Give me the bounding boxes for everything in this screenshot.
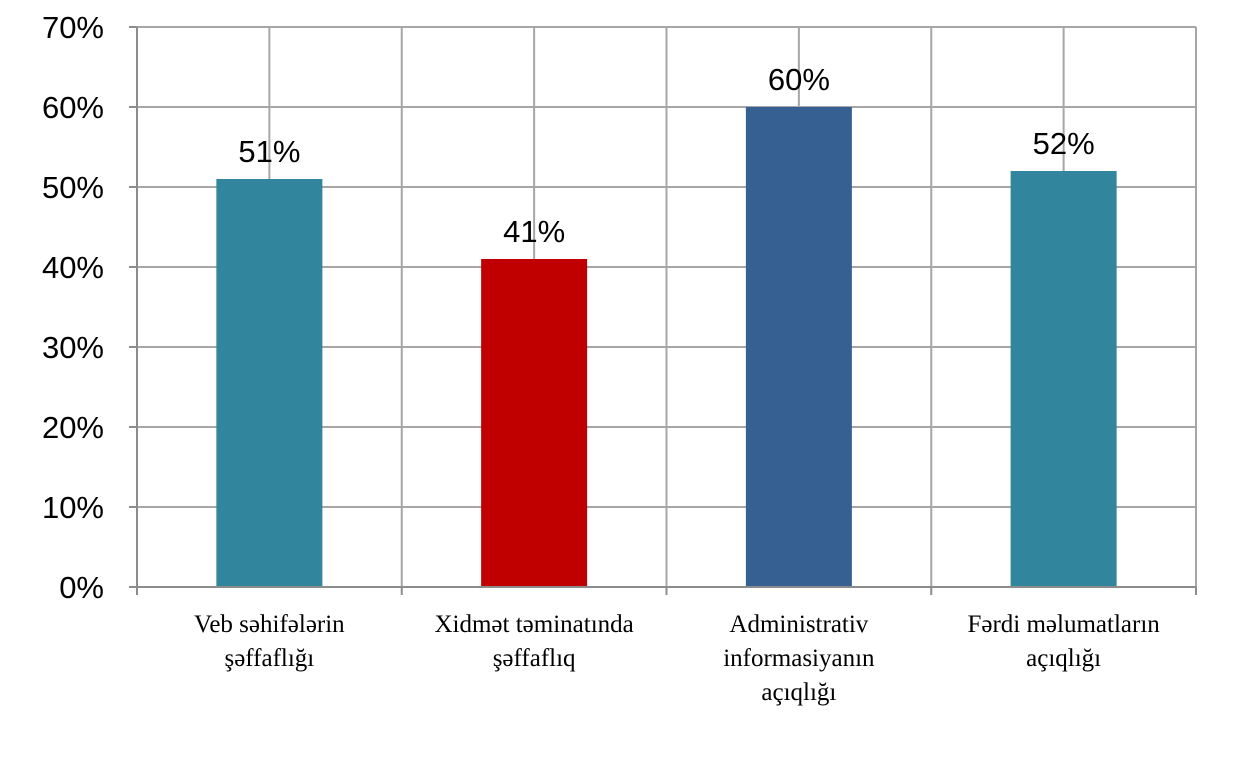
y-tick-label: 0% xyxy=(59,570,104,605)
y-tick-label: 70% xyxy=(42,10,104,45)
x-tick-label: açıqlığı xyxy=(761,679,836,706)
data-label: 41% xyxy=(503,214,565,249)
x-tick-label: şəffaflıq xyxy=(493,645,576,672)
x-tick-label: açıqlığı xyxy=(1026,645,1101,672)
bar xyxy=(745,107,852,587)
bar xyxy=(481,259,588,587)
x-tick-label: Fərdi məlumatların xyxy=(967,611,1160,638)
y-tick-label: 50% xyxy=(42,170,104,205)
y-tick-label: 10% xyxy=(42,490,104,525)
x-tick-label: şəffaflığı xyxy=(224,645,314,672)
axes xyxy=(129,26,1197,595)
y-tick-label: 40% xyxy=(42,250,104,285)
data-label: 60% xyxy=(768,62,830,97)
x-tick-label: Xidmət təminatında xyxy=(434,611,633,638)
bar xyxy=(216,179,323,587)
y-tick-label: 30% xyxy=(42,330,104,365)
data-labels: 51% 41% 60% 52% xyxy=(238,62,1094,249)
bars xyxy=(216,107,1117,587)
data-label: 51% xyxy=(238,134,300,169)
x-tick-label: Administrativ xyxy=(729,611,868,638)
y-tick-label: 60% xyxy=(42,90,104,125)
y-tick-label: 20% xyxy=(42,410,104,445)
bar xyxy=(1010,171,1117,587)
x-tick-label: Veb səhifələrin xyxy=(194,611,345,638)
y-axis-ticks: 0% 10% 20% 30% 40% 50% 60% 70% xyxy=(42,10,104,605)
x-tick-label: informasiyanın xyxy=(723,645,875,672)
x-axis-labels: Veb səhifələrin şəffaflığı Xidmət təminatı… xyxy=(194,611,1160,706)
data-label: 52% xyxy=(1033,126,1095,161)
